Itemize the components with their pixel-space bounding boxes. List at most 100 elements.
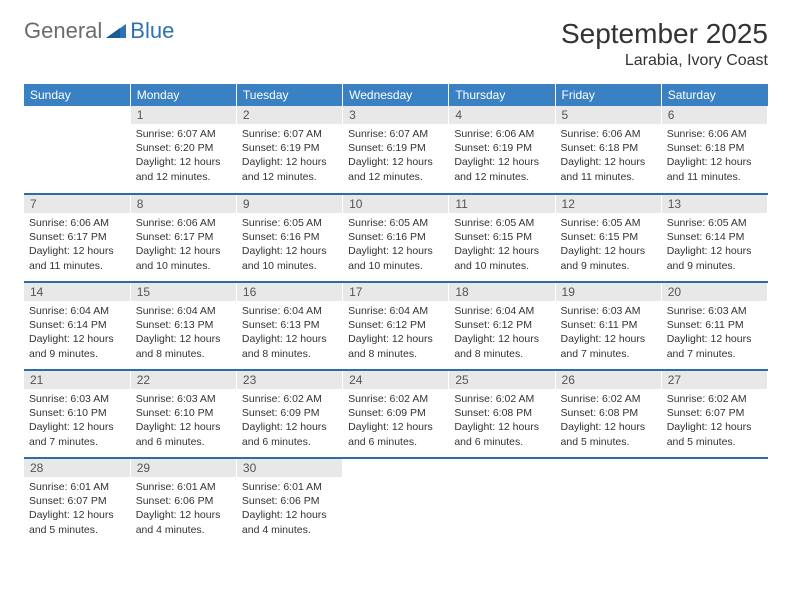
calendar-day: 27Sunrise: 6:02 AMSunset: 6:07 PMDayligh… [661,370,767,458]
day-number: 21 [24,371,130,389]
calendar-day: 24Sunrise: 6:02 AMSunset: 6:09 PMDayligh… [343,370,449,458]
day-number: 13 [662,195,767,213]
weekday-header: Saturday [661,84,767,106]
day-body: Sunrise: 6:05 AMSunset: 6:15 PMDaylight:… [556,213,661,278]
day-body: Sunrise: 6:02 AMSunset: 6:08 PMDaylight:… [449,389,554,454]
day-body: Sunrise: 6:02 AMSunset: 6:09 PMDaylight:… [343,389,448,454]
calendar-day: 8Sunrise: 6:06 AMSunset: 6:17 PMDaylight… [130,194,236,282]
calendar-row: 21Sunrise: 6:03 AMSunset: 6:10 PMDayligh… [24,370,768,458]
calendar-day: 25Sunrise: 6:02 AMSunset: 6:08 PMDayligh… [449,370,555,458]
day-number: 4 [449,106,554,124]
day-body: Sunrise: 6:03 AMSunset: 6:10 PMDaylight:… [24,389,130,454]
calendar-day: 7Sunrise: 6:06 AMSunset: 6:17 PMDaylight… [24,194,130,282]
day-number: 29 [131,459,236,477]
day-number: 18 [449,283,554,301]
calendar-day: 26Sunrise: 6:02 AMSunset: 6:08 PMDayligh… [555,370,661,458]
weekday-header: Sunday [24,84,130,106]
calendar-day: 15Sunrise: 6:04 AMSunset: 6:13 PMDayligh… [130,282,236,370]
day-number: 10 [343,195,448,213]
month-title: September 2025 [561,18,768,50]
day-number: 20 [662,283,767,301]
calendar-day-empty [24,106,130,194]
day-body: Sunrise: 6:04 AMSunset: 6:12 PMDaylight:… [449,301,554,366]
weekday-header: Monday [130,84,236,106]
day-number: 14 [24,283,130,301]
calendar-body: 1Sunrise: 6:07 AMSunset: 6:20 PMDaylight… [24,106,768,546]
calendar-day: 29Sunrise: 6:01 AMSunset: 6:06 PMDayligh… [130,458,236,546]
day-number: 19 [556,283,661,301]
day-number: 25 [449,371,554,389]
day-body: Sunrise: 6:01 AMSunset: 6:06 PMDaylight:… [237,477,342,542]
day-number: 11 [449,195,554,213]
day-body: Sunrise: 6:06 AMSunset: 6:19 PMDaylight:… [449,124,554,189]
day-body: Sunrise: 6:03 AMSunset: 6:11 PMDaylight:… [662,301,767,366]
weekday-header: Friday [555,84,661,106]
calendar-day: 4Sunrise: 6:06 AMSunset: 6:19 PMDaylight… [449,106,555,194]
day-body: Sunrise: 6:07 AMSunset: 6:19 PMDaylight:… [343,124,448,189]
day-body: Sunrise: 6:04 AMSunset: 6:13 PMDaylight:… [237,301,342,366]
calendar-table: SundayMondayTuesdayWednesdayThursdayFrid… [24,84,768,546]
day-body: Sunrise: 6:04 AMSunset: 6:12 PMDaylight:… [343,301,448,366]
day-body: Sunrise: 6:04 AMSunset: 6:14 PMDaylight:… [24,301,130,366]
calendar-day: 10Sunrise: 6:05 AMSunset: 6:16 PMDayligh… [343,194,449,282]
calendar-row: 14Sunrise: 6:04 AMSunset: 6:14 PMDayligh… [24,282,768,370]
calendar-day: 13Sunrise: 6:05 AMSunset: 6:14 PMDayligh… [661,194,767,282]
logo: General Blue [24,18,174,44]
day-number: 1 [131,106,236,124]
day-number: 17 [343,283,448,301]
calendar-day: 1Sunrise: 6:07 AMSunset: 6:20 PMDaylight… [130,106,236,194]
calendar-row: 1Sunrise: 6:07 AMSunset: 6:20 PMDaylight… [24,106,768,194]
logo-text-general: General [24,18,102,44]
day-number: 30 [237,459,342,477]
calendar-row: 28Sunrise: 6:01 AMSunset: 6:07 PMDayligh… [24,458,768,546]
day-body: Sunrise: 6:01 AMSunset: 6:07 PMDaylight:… [24,477,130,542]
weekday-header: Wednesday [343,84,449,106]
day-body: Sunrise: 6:02 AMSunset: 6:08 PMDaylight:… [556,389,661,454]
day-body: Sunrise: 6:03 AMSunset: 6:11 PMDaylight:… [556,301,661,366]
calendar-day: 21Sunrise: 6:03 AMSunset: 6:10 PMDayligh… [24,370,130,458]
logo-triangle-icon [106,22,128,40]
day-body: Sunrise: 6:05 AMSunset: 6:14 PMDaylight:… [662,213,767,278]
day-body: Sunrise: 6:06 AMSunset: 6:17 PMDaylight:… [24,213,130,278]
calendar-day: 18Sunrise: 6:04 AMSunset: 6:12 PMDayligh… [449,282,555,370]
calendar-day: 16Sunrise: 6:04 AMSunset: 6:13 PMDayligh… [236,282,342,370]
day-body: Sunrise: 6:02 AMSunset: 6:07 PMDaylight:… [662,389,767,454]
day-number: 24 [343,371,448,389]
calendar-day: 17Sunrise: 6:04 AMSunset: 6:12 PMDayligh… [343,282,449,370]
location: Larabia, Ivory Coast [561,52,768,70]
day-number: 26 [556,371,661,389]
day-number: 16 [237,283,342,301]
calendar-day: 9Sunrise: 6:05 AMSunset: 6:16 PMDaylight… [236,194,342,282]
calendar-day-empty [555,458,661,546]
day-number: 5 [556,106,661,124]
weekday-header: Tuesday [236,84,342,106]
calendar-day: 28Sunrise: 6:01 AMSunset: 6:07 PMDayligh… [24,458,130,546]
calendar-day: 19Sunrise: 6:03 AMSunset: 6:11 PMDayligh… [555,282,661,370]
logo-text-blue: Blue [130,18,174,44]
weekday-header-row: SundayMondayTuesdayWednesdayThursdayFrid… [24,84,768,106]
calendar-day-empty [449,458,555,546]
day-number: 12 [556,195,661,213]
day-body: Sunrise: 6:02 AMSunset: 6:09 PMDaylight:… [237,389,342,454]
day-number: 7 [24,195,130,213]
day-number: 27 [662,371,767,389]
day-number: 3 [343,106,448,124]
calendar-day: 5Sunrise: 6:06 AMSunset: 6:18 PMDaylight… [555,106,661,194]
day-number: 28 [24,459,130,477]
day-body: Sunrise: 6:05 AMSunset: 6:16 PMDaylight:… [343,213,448,278]
calendar-day: 30Sunrise: 6:01 AMSunset: 6:06 PMDayligh… [236,458,342,546]
calendar-day: 11Sunrise: 6:05 AMSunset: 6:15 PMDayligh… [449,194,555,282]
day-body: Sunrise: 6:06 AMSunset: 6:18 PMDaylight:… [662,124,767,189]
day-number: 15 [131,283,236,301]
calendar-day: 20Sunrise: 6:03 AMSunset: 6:11 PMDayligh… [661,282,767,370]
calendar-day: 6Sunrise: 6:06 AMSunset: 6:18 PMDaylight… [661,106,767,194]
page-header: General Blue September 2025 Larabia, Ivo… [24,18,768,70]
day-body: Sunrise: 6:07 AMSunset: 6:20 PMDaylight:… [131,124,236,189]
day-body: Sunrise: 6:06 AMSunset: 6:18 PMDaylight:… [556,124,661,189]
day-body: Sunrise: 6:05 AMSunset: 6:15 PMDaylight:… [449,213,554,278]
day-body: Sunrise: 6:03 AMSunset: 6:10 PMDaylight:… [131,389,236,454]
calendar-day: 23Sunrise: 6:02 AMSunset: 6:09 PMDayligh… [236,370,342,458]
day-body: Sunrise: 6:07 AMSunset: 6:19 PMDaylight:… [237,124,342,189]
day-number: 23 [237,371,342,389]
day-number: 2 [237,106,342,124]
